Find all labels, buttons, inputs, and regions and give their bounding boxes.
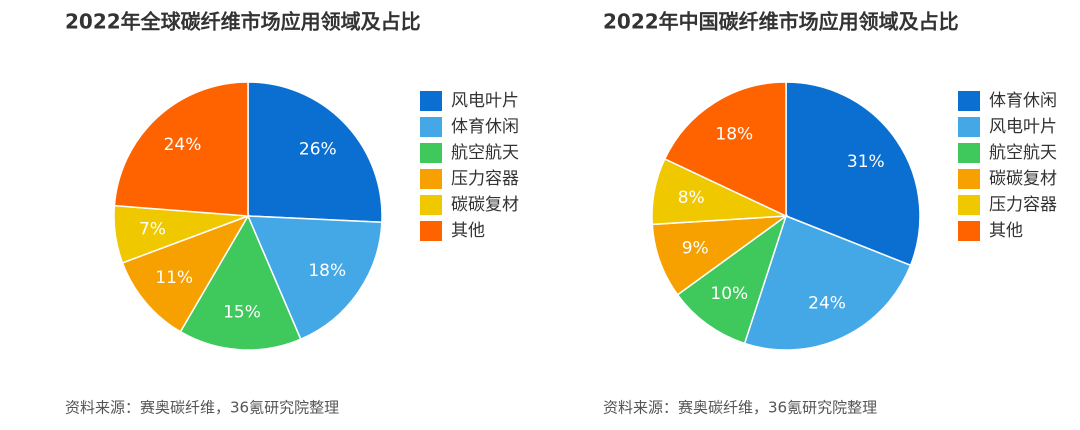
legend-swatch	[958, 221, 980, 241]
data-label: 26%	[299, 139, 337, 159]
legend-swatch	[420, 221, 442, 241]
legend-label: 压力容器	[989, 195, 1057, 215]
chart-title: 2022年中国碳纤维市场应用领域及占比	[603, 10, 959, 34]
legend-swatch	[958, 91, 980, 111]
legend-label: 碳碳复材	[451, 195, 519, 215]
data-label: 18%	[715, 125, 753, 145]
legend-label: 风电叶片	[989, 117, 1057, 137]
data-label: 15%	[223, 302, 261, 322]
legend-swatch	[420, 169, 442, 189]
pie-slice	[179, 214, 302, 351]
legend-label: 体育休闲	[451, 117, 519, 137]
legend-label: 体育休闲	[989, 91, 1057, 111]
data-label: 31%	[847, 152, 885, 172]
pie-slice	[247, 81, 383, 224]
data-label: 10%	[710, 284, 748, 304]
legend-swatch	[958, 195, 980, 215]
legend-label: 航空航天	[451, 143, 519, 163]
pie-slice	[246, 215, 383, 341]
pie-slice	[743, 215, 912, 351]
pie-slice	[785, 81, 921, 267]
data-label: 24%	[808, 293, 846, 313]
pie-slice	[676, 214, 788, 345]
data-label: 7%	[139, 219, 166, 239]
legend-label: 其他	[451, 221, 485, 241]
data-label: 11%	[155, 268, 193, 288]
pie-slice	[121, 214, 250, 333]
data-label: 24%	[164, 135, 202, 155]
pie-slice	[113, 81, 249, 217]
data-label: 9%	[682, 239, 709, 259]
legend-label: 压力容器	[451, 169, 519, 189]
legend-swatch	[420, 117, 442, 137]
legend-label: 其他	[989, 221, 1023, 241]
legend-swatch	[958, 143, 980, 163]
legend-label: 航空航天	[989, 143, 1057, 163]
legend-swatch	[420, 195, 442, 215]
legend-swatch	[420, 91, 442, 111]
source-note: 资料来源：赛奥碳纤维，36氪研究院整理	[65, 399, 339, 417]
legend-label: 碳碳复材	[989, 169, 1057, 189]
legend-swatch	[958, 117, 980, 137]
source-note: 资料来源：赛奥碳纤维，36氪研究院整理	[603, 399, 877, 417]
legend-label: 风电叶片	[451, 91, 519, 111]
pie-slice	[663, 81, 787, 218]
legend-swatch	[958, 169, 980, 189]
data-label: 8%	[678, 188, 705, 208]
data-label: 18%	[308, 261, 346, 281]
chart-title: 2022年全球碳纤维市场应用领域及占比	[65, 10, 421, 34]
legend-swatch	[420, 143, 442, 163]
